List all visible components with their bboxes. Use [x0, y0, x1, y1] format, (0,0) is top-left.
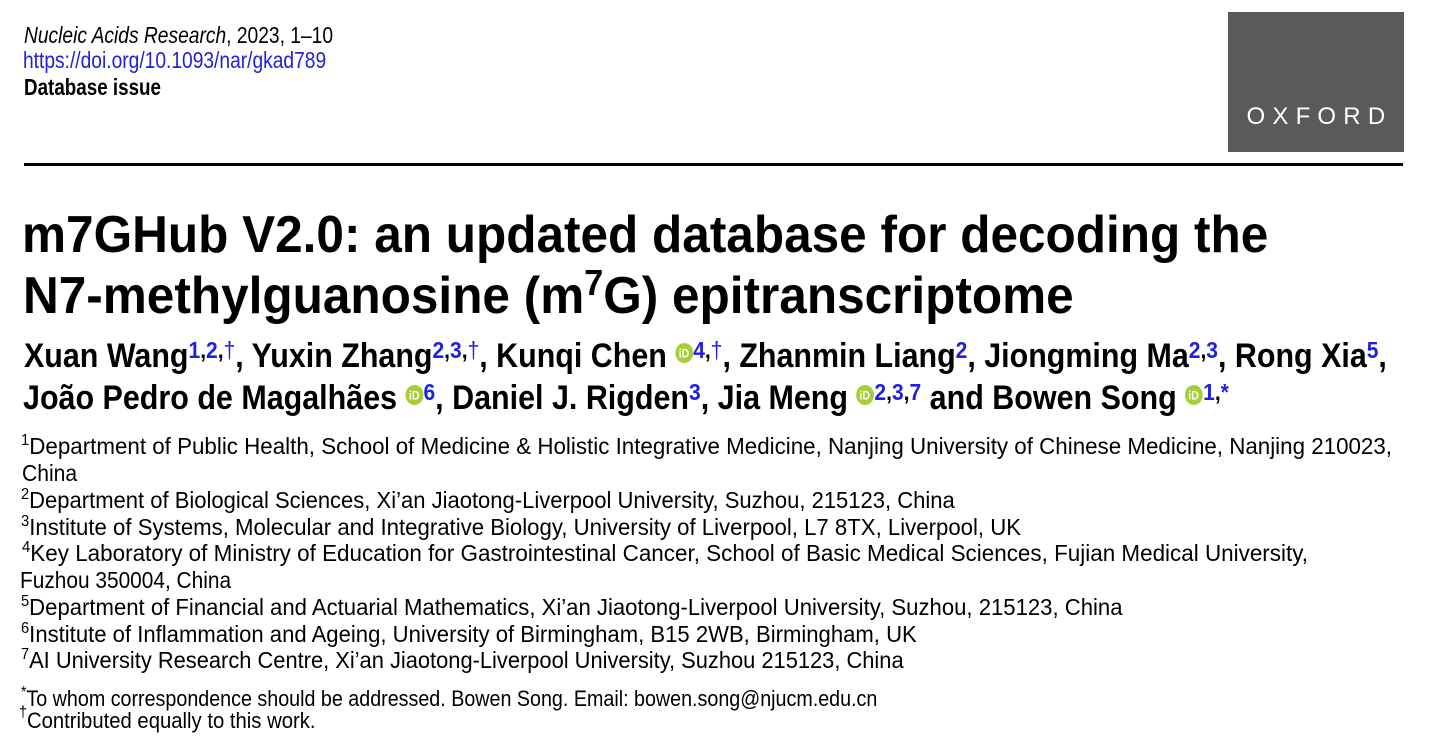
svg-text:iD: iD [860, 390, 871, 403]
svg-text:iD: iD [679, 348, 690, 361]
svg-text:iD: iD [1189, 390, 1200, 403]
svg-text:iD: iD [409, 390, 420, 403]
